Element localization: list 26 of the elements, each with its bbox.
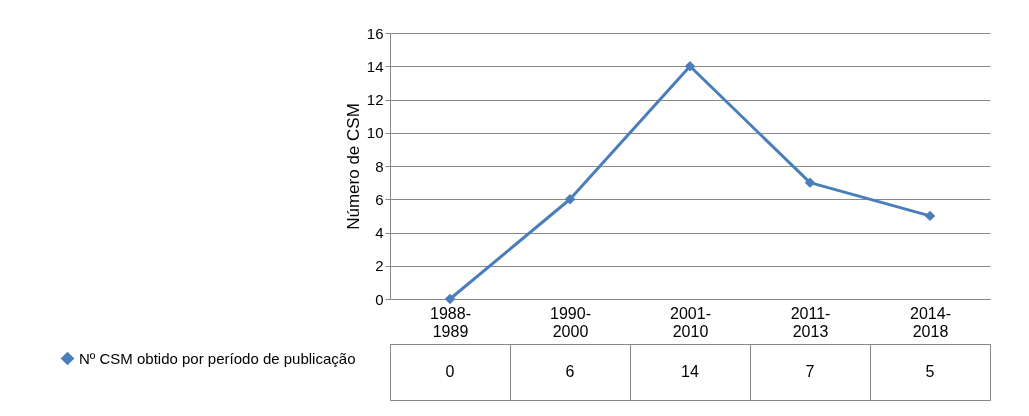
x-tick-label: 1990-2000 — [550, 304, 591, 340]
x-tick-label: 2001-2010 — [670, 304, 711, 340]
data-label: 0 — [445, 363, 455, 380]
y-tick-label: 8 — [375, 157, 384, 175]
y-tick-label: 14 — [366, 57, 384, 75]
y-tick-label: 10 — [366, 124, 384, 142]
y-tick-label: 4 — [375, 224, 384, 241]
data-label: 6 — [565, 363, 575, 380]
legend-label: Nº CSM obtido por período de publicação — [79, 349, 356, 367]
point — [444, 293, 456, 305]
x-tick-label: 2014-2018 — [910, 304, 951, 340]
y-tick-label: 0 — [375, 290, 384, 308]
data-label: 7 — [805, 363, 815, 380]
point — [684, 61, 696, 72]
y-tick-label: 2 — [375, 257, 384, 275]
x-tick-label: 2011-2013 — [790, 304, 831, 340]
point — [804, 177, 816, 188]
y-tick-label: 16 — [366, 24, 384, 42]
y-tick-label: 6 — [375, 190, 384, 208]
data-label: 5 — [925, 363, 935, 380]
data-label: 14 — [681, 363, 699, 380]
x-tick-label: 1988-1989 — [430, 304, 471, 340]
y-axis-title: Número de CSM — [343, 103, 363, 230]
point — [924, 210, 936, 222]
y-tick-label: 12 — [366, 91, 384, 108]
point — [564, 194, 576, 205]
